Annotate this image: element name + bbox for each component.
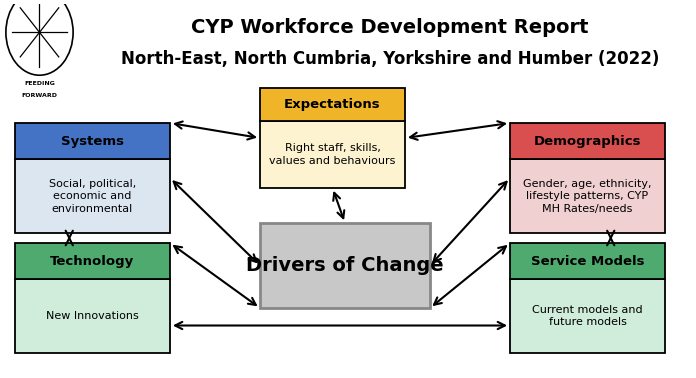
FancyBboxPatch shape [15,243,170,279]
FancyBboxPatch shape [260,88,405,121]
Text: Demographics: Demographics [534,135,641,148]
Text: Expectations: Expectations [284,98,381,111]
FancyBboxPatch shape [260,121,405,188]
Text: FORWARD: FORWARD [22,93,58,98]
Text: North-East, North Cumbria, Yorkshire and Humber (2022): North-East, North Cumbria, Yorkshire and… [121,50,659,68]
FancyBboxPatch shape [15,123,170,159]
FancyBboxPatch shape [260,223,430,308]
Text: Right staff, skills,
values and behaviours: Right staff, skills, values and behaviou… [269,143,396,166]
FancyBboxPatch shape [15,279,170,353]
FancyBboxPatch shape [15,159,170,233]
Text: Drivers of Change: Drivers of Change [246,256,444,275]
Text: Service Models: Service Models [531,255,644,268]
Text: Technology: Technology [50,255,134,268]
Text: New Innovations: New Innovations [46,311,139,321]
Text: CYP Workforce Development Report: CYP Workforce Development Report [191,18,589,37]
FancyBboxPatch shape [510,279,665,353]
Text: Social, political,
economic and
environmental: Social, political, economic and environm… [49,179,136,214]
Text: FEEDING: FEEDING [24,81,55,86]
Text: Current models and
future models: Current models and future models [532,305,643,327]
FancyBboxPatch shape [510,159,665,233]
Circle shape [6,0,73,75]
Text: Systems: Systems [61,135,124,148]
FancyBboxPatch shape [510,123,665,159]
Text: Gender, age, ethnicity,
lifestyle patterns, CYP
MH Rates/needs: Gender, age, ethnicity, lifestyle patter… [523,179,651,214]
FancyBboxPatch shape [510,243,665,279]
